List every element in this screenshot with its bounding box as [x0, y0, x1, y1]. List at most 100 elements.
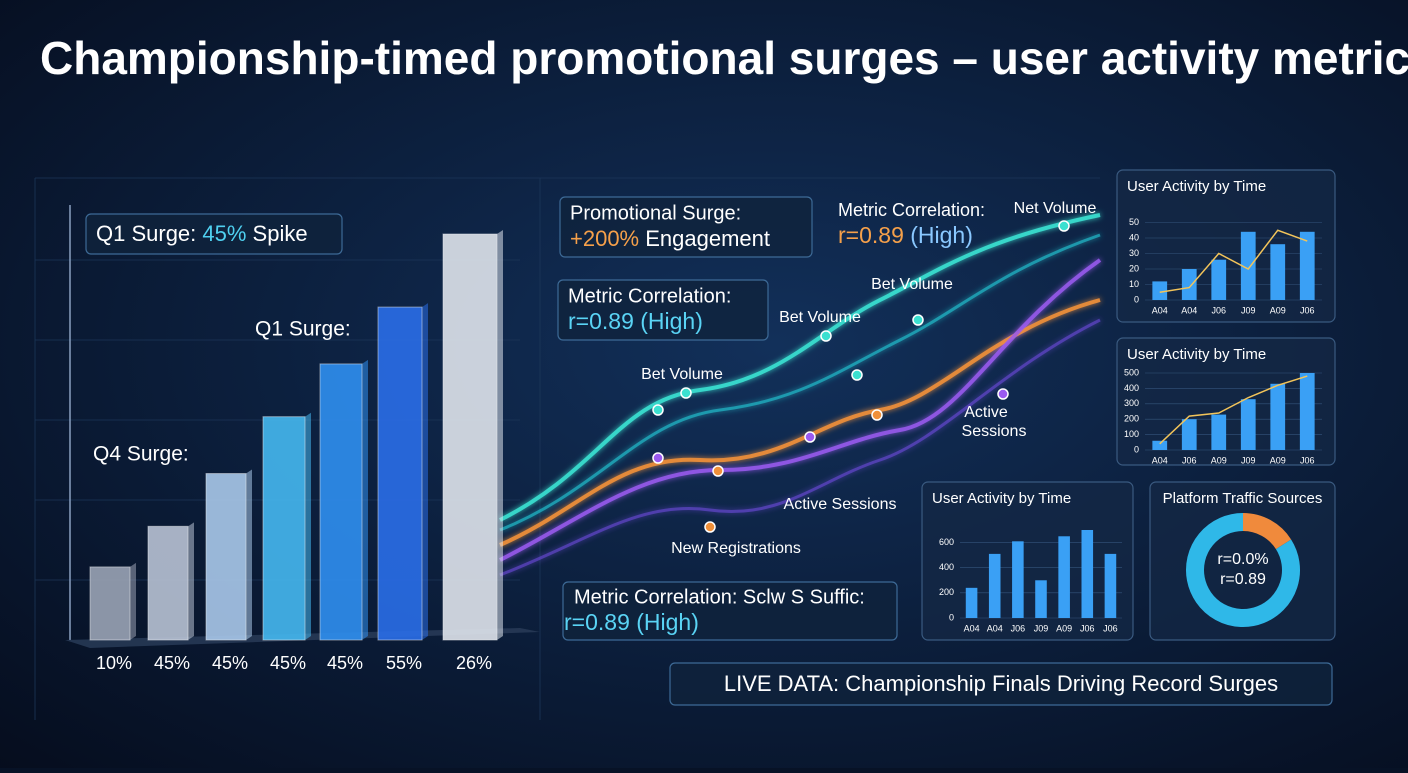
text: (High): [904, 222, 973, 248]
x-tick-label: A09: [1270, 455, 1286, 465]
donut-segment: [1242, 513, 1292, 550]
y-tick-label: 50: [1129, 217, 1139, 227]
wave-dot: [820, 330, 832, 342]
x-tick-label: J06: [1103, 623, 1118, 633]
wave-label: Net Volume: [1014, 200, 1097, 217]
line: [1159, 229, 1308, 293]
bar: [1104, 553, 1117, 618]
bar-side: [188, 522, 194, 640]
callout: r=0.89 (High): [568, 308, 703, 334]
y-tick-label: 500: [1124, 367, 1139, 377]
x-tick-label: J06: [1211, 305, 1226, 315]
bar: [1211, 259, 1227, 300]
y-tick-label: 10: [1129, 279, 1139, 289]
title: Championship-timed promotional surges – …: [40, 32, 1408, 84]
wave-dot: [652, 404, 664, 416]
wave-dot: [912, 314, 924, 326]
x-tick-label: A09: [1211, 455, 1227, 465]
x-tick-label: A09: [1270, 305, 1286, 315]
bar: [1270, 244, 1286, 300]
y-tick-label: 400: [1124, 383, 1139, 393]
y-tick-label: 0: [1134, 444, 1139, 454]
wave-dot: [997, 388, 1009, 400]
x-tick-label: A04: [987, 623, 1003, 633]
callout: Promotional Surge:: [570, 202, 741, 224]
y-tick-label: 400: [939, 562, 954, 572]
callout: Metric Correlation:: [838, 200, 985, 220]
bar: [442, 233, 498, 641]
x-tick-label: J06: [1080, 623, 1095, 633]
bar: [988, 553, 1001, 618]
wave-dot: [712, 465, 724, 477]
y-tick-label: 0: [949, 612, 954, 622]
donut-label: r=0.0%: [1217, 551, 1268, 568]
donut-segment: [1186, 513, 1300, 627]
bar: [1299, 231, 1315, 300]
line: [1159, 375, 1308, 445]
bar: [1081, 530, 1094, 618]
x-tick-label: J06: [1300, 455, 1315, 465]
x-tick-label: 55%: [386, 653, 422, 673]
bar: [1181, 419, 1197, 450]
wave-label: Bet Volume: [779, 309, 861, 326]
bar: [147, 525, 189, 641]
wave-dot: [851, 369, 863, 381]
bar: [1058, 536, 1070, 618]
x-tick-label: J09: [1034, 623, 1049, 633]
x-tick-label: J06: [1011, 623, 1026, 633]
y-tick-label: 40: [1129, 232, 1139, 242]
bar: [377, 306, 423, 641]
wave-label: Bet Volume: [871, 276, 953, 293]
text: +200%: [570, 226, 639, 251]
wave-label: New Registrations: [671, 540, 801, 557]
annotation: Q1 Surge:: [255, 318, 351, 341]
text: Q1 Surge:: [96, 221, 202, 246]
title-line: Championship-timed promotional surges – …: [40, 32, 1408, 84]
bar-side: [246, 469, 252, 640]
callout: +200% Engagement: [570, 226, 770, 251]
bar-side: [497, 230, 503, 640]
bar: [1240, 231, 1256, 300]
bar: [89, 566, 131, 641]
x-tick-label: 45%: [327, 653, 363, 673]
callout: Metric Correlation: Sclw S Suffic:: [574, 586, 865, 608]
footer: LIVE DATA: Championship Finals Driving R…: [724, 671, 1278, 696]
text: 45%: [202, 221, 246, 246]
wave-label: Bet Volume: [641, 366, 723, 383]
bar: [965, 587, 978, 618]
wave-markers: [652, 220, 1070, 533]
panel-title: User Activity by Time: [1127, 178, 1266, 195]
bar: [1211, 414, 1227, 450]
wave-dot: [804, 431, 816, 443]
wave-dot: [871, 409, 883, 421]
bar: [1152, 440, 1168, 450]
bar: [1299, 373, 1315, 450]
wave-label: Active: [964, 404, 1008, 421]
y-tick-label: 200: [1124, 414, 1139, 424]
wave-dot: [1058, 220, 1070, 232]
bar-side: [422, 303, 428, 640]
x-tick-label: 10%: [96, 653, 132, 673]
donut-label: r=0.89: [1220, 571, 1266, 588]
wave-dot: [680, 387, 692, 399]
x-tick-label: A09: [1056, 623, 1072, 633]
panel-title: User Activity by Time: [1127, 346, 1266, 363]
x-tick-label: 26%: [456, 653, 492, 673]
bar: [319, 363, 363, 641]
bar-side: [305, 412, 311, 640]
x-tick-label: J09: [1241, 305, 1256, 315]
y-tick-label: 600: [939, 537, 954, 547]
annotation-box: [85, 213, 343, 255]
text: r=0.89: [838, 222, 904, 248]
y-tick-label: 200: [939, 587, 954, 597]
footer-box: [669, 662, 1333, 706]
panel-title: User Activity by Time: [932, 490, 1071, 507]
callout-box: [557, 279, 769, 341]
x-tick-label: A04: [1152, 455, 1168, 465]
text: Spike: [246, 221, 307, 246]
callout: r=0.89 (High): [564, 609, 699, 635]
wave-label: Sessions: [962, 423, 1027, 440]
y-tick-label: 300: [1124, 398, 1139, 408]
callout: Metric Correlation:: [568, 285, 731, 307]
wave-lines: [499, 213, 1102, 577]
